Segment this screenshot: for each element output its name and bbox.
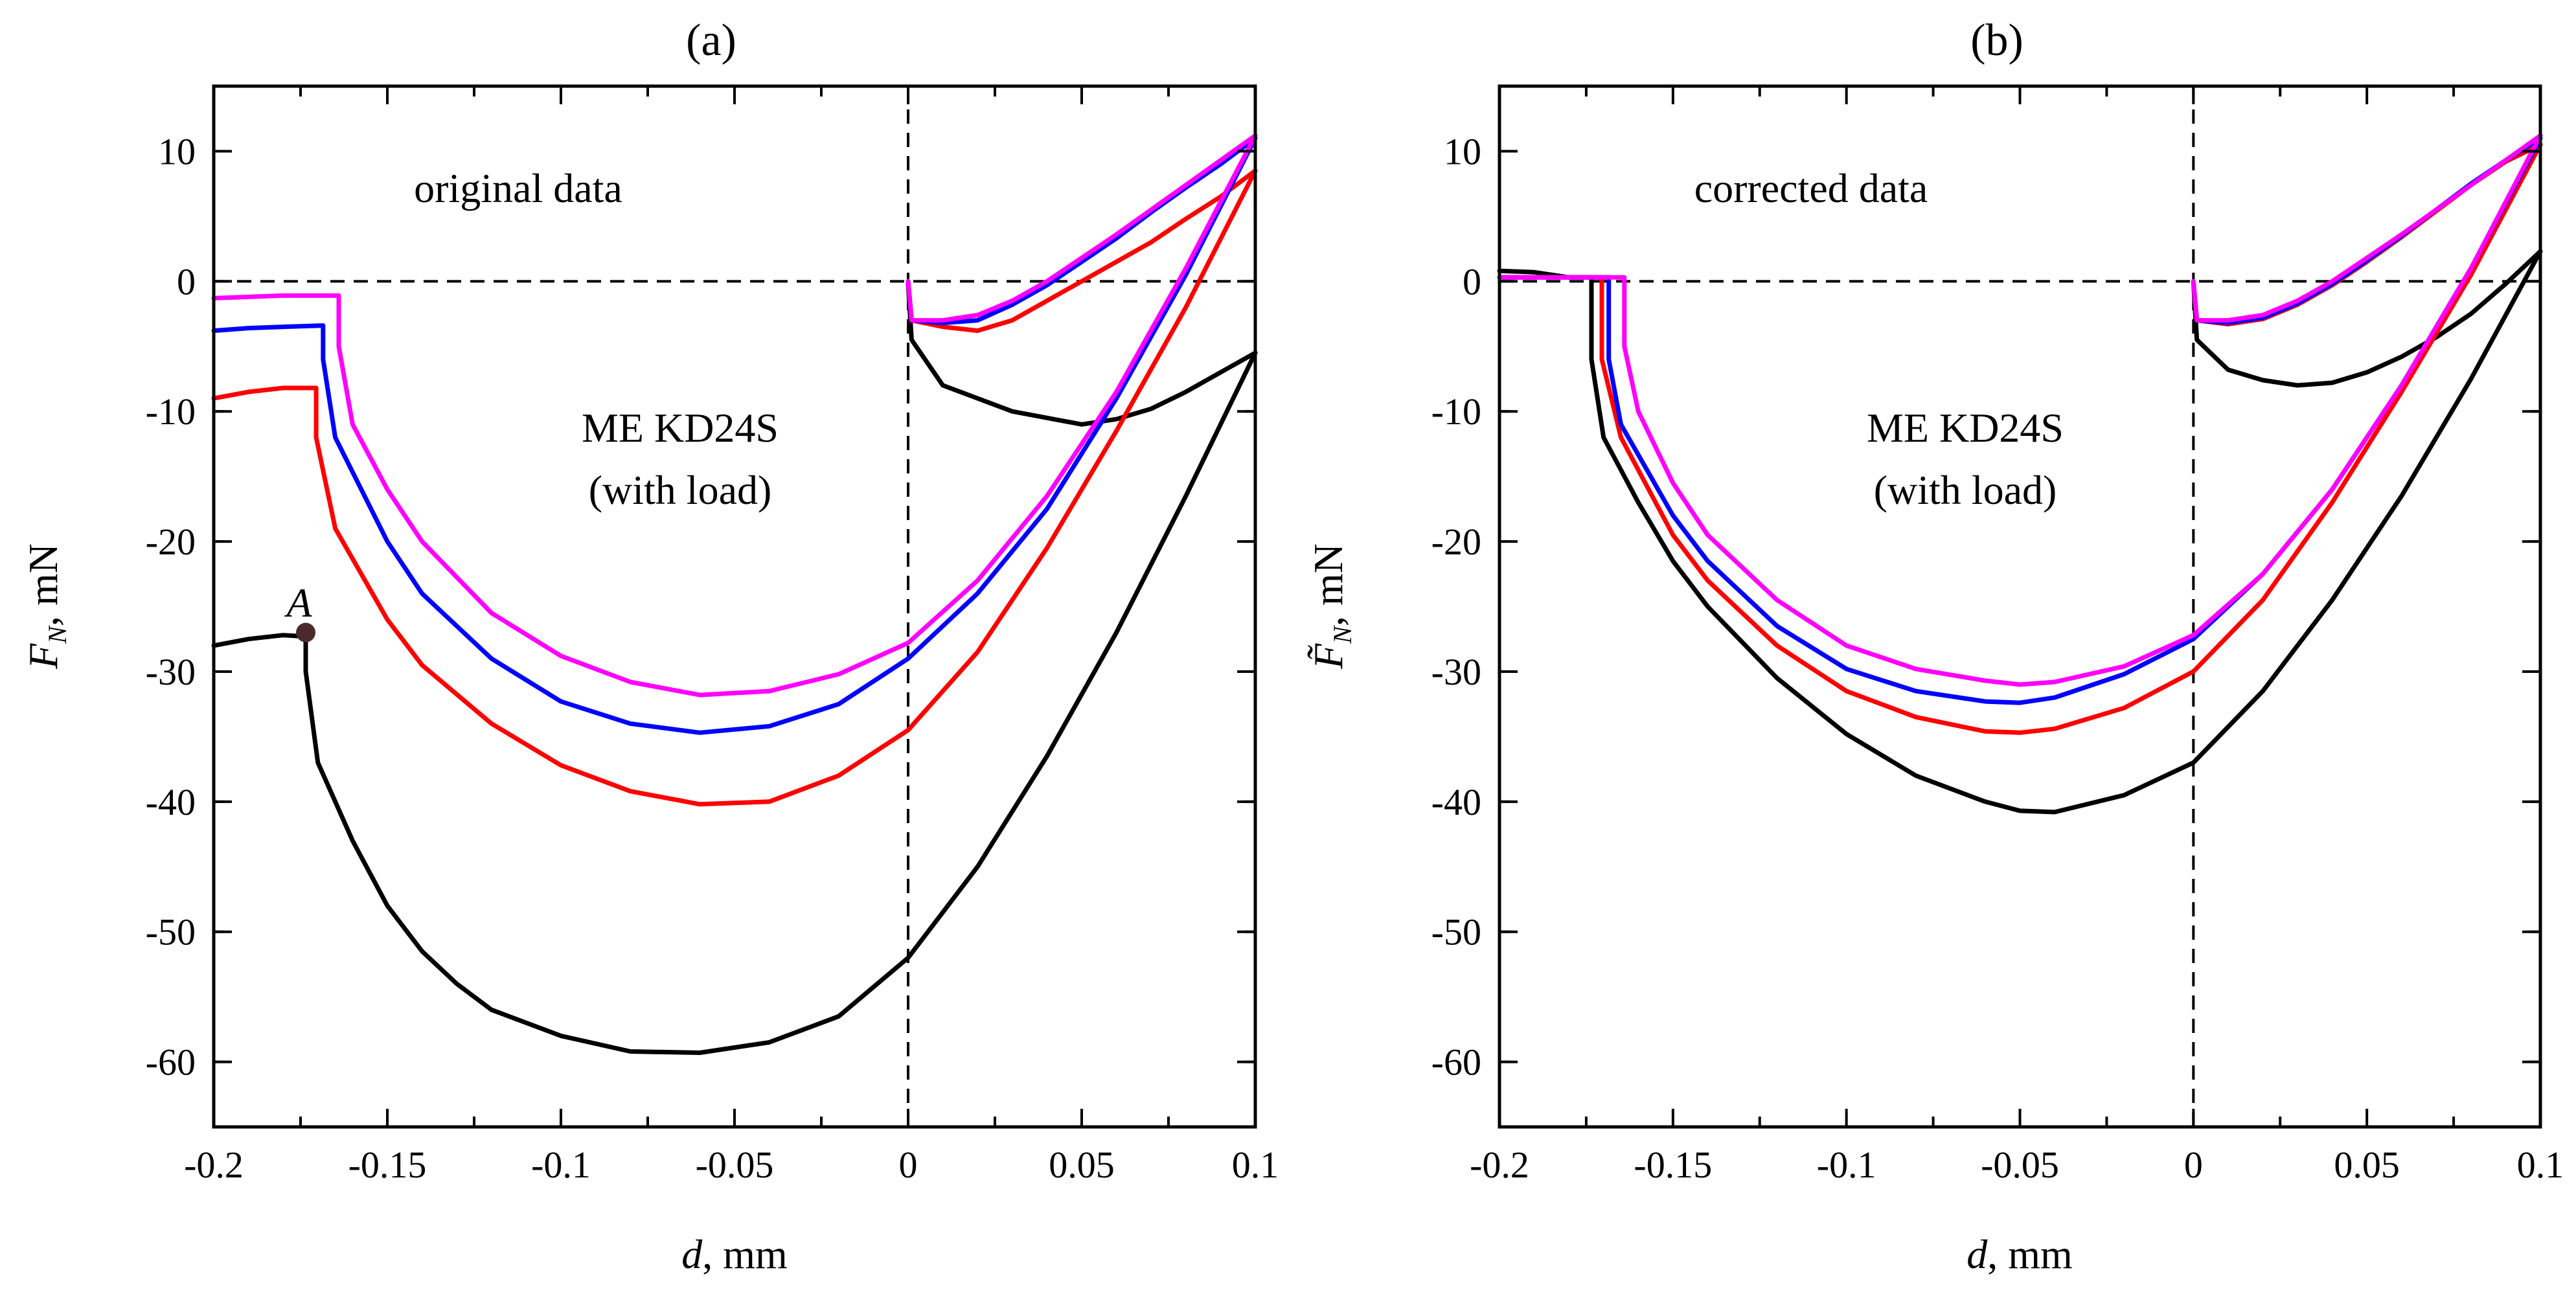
panel-a-x-tick-label: -0.1: [531, 1144, 591, 1186]
panel-a-y-tick-label: 0: [177, 260, 196, 302]
panel-b-series-red-approach: [1497, 142, 2543, 735]
panel-b-y-ticks: 10 0 -10 -20 -30 -40 -50 -60: [1431, 130, 2540, 1084]
panel-b-title: (b): [1970, 16, 2023, 65]
panel-a-y-label-unit: , mN: [20, 543, 66, 626]
panel-a-x-ticks: -0.2 -0.15 -0.1 -0.05 0 0.05 0.1: [184, 86, 1279, 1186]
panel-a-series-magenta-retract: [906, 133, 1258, 323]
panel-b-y-label-sub: N: [1328, 625, 1357, 644]
panel-a-x-tick-label: -0.05: [696, 1144, 774, 1186]
panel-a-series-red-approach: [211, 168, 1258, 807]
panel-a-y-tick-label: -40: [146, 781, 196, 823]
panel-a-annotation-original-data: original data: [414, 165, 622, 211]
panel-b-y-tick-label: -30: [1431, 651, 1481, 693]
panel-a-point-marker: [296, 622, 316, 642]
panel-a-plot-frame: [212, 84, 1257, 1129]
panel-a-reference-lines: [214, 86, 1255, 1127]
panel-b-y-tick-label: -20: [1431, 521, 1481, 563]
panel-b-x-axis-label: d, mm: [1966, 1231, 2073, 1277]
panel-b-series-black-approach: [1497, 249, 2543, 815]
panel-b-plot-frame: [1498, 84, 2542, 1129]
panel-b: (b) -0.2 -0.15 -0.1 -0.05 0 0.05 0.1 10 0 -10 -20…: [1305, 16, 2564, 1277]
panel-a-annotation-sample: ME KD24S: [582, 405, 779, 451]
panel-b-series: [1497, 133, 2543, 815]
panel-b-x-tick-label: 0: [2184, 1144, 2203, 1186]
panel-a-series: [211, 133, 1258, 1055]
panel-a-y-label-var: F: [20, 643, 66, 670]
panel-a-series-red-retract: [906, 168, 1258, 334]
panel-b-x-tick-label: -0.2: [1470, 1144, 1529, 1186]
panel-a-series-blue-approach: [211, 135, 1258, 735]
panel-b-x-label-var: d: [1966, 1231, 1988, 1277]
panel-b-y-label-var: F̃: [1305, 643, 1351, 670]
panel-b-x-tick-label: 0.05: [2334, 1144, 2400, 1186]
panel-a-x-axis-label: d, mm: [681, 1231, 788, 1277]
panel-a-y-ticks: 10 0 -10 -20 -30 -40 -50 -60: [146, 130, 1255, 1084]
panel-b-y-tick-label: -60: [1431, 1041, 1481, 1084]
panel-b-y-label-unit: , mN: [1305, 543, 1351, 626]
panel-b-y-tick-label: -50: [1431, 911, 1481, 953]
panel-b-annotation-sample: ME KD24S: [1867, 405, 2064, 451]
panel-b-annotation-load: (with load): [1874, 467, 2057, 513]
panel-b-series-black-retract: [2191, 249, 2543, 388]
panel-a-annotation-load: (with load): [589, 467, 772, 513]
panel-a-x-tick-label: 0.1: [1232, 1144, 1279, 1186]
panel-b-reference-lines: [1499, 86, 2540, 1127]
panel-b-y-axis-label: F̃N, mN: [1305, 543, 1357, 670]
panel-b-x-ticks: -0.2 -0.15 -0.1 -0.05 0 0.05 0.1: [1470, 86, 2564, 1186]
panel-b-series-magenta-retract: [2191, 133, 2543, 323]
panel-a-point-label: A: [284, 580, 312, 626]
panel-b-annotation-corrected-data: corrected data: [1694, 165, 1928, 211]
panel-a-y-label-sub: N: [43, 625, 72, 644]
panel-a-x-tick-label: -0.2: [184, 1144, 244, 1186]
panel-a-x-tick-label: 0.05: [1049, 1144, 1115, 1186]
panel-a-y-tick-label: -60: [146, 1041, 196, 1084]
panel-b-x-label-unit: , mm: [1987, 1231, 2073, 1277]
panel-b-x-tick-label: 0.1: [2517, 1144, 2564, 1186]
panel-a-y-axis-label: FN, mN: [20, 543, 72, 670]
panel-a-y-tick-label: -10: [146, 391, 196, 433]
panel-b-y-tick-label: 10: [1444, 130, 1481, 172]
panel-a-x-tick-label: 0: [899, 1144, 918, 1186]
panel-a-series-magenta-approach: [211, 133, 1258, 698]
panel-a-y-tick-label: -50: [146, 911, 196, 953]
panel-a-y-tick-label: -30: [146, 651, 196, 693]
panel-a: (a) -0.2 -0.15 -0.1 -0.05 0 0.05 0.1 10 0 -10 -20…: [20, 16, 1279, 1277]
panel-a-x-label-unit: , mm: [702, 1231, 788, 1277]
panel-b-x-tick-label: -0.15: [1634, 1144, 1712, 1186]
panel-a-x-label-var: d: [681, 1231, 703, 1277]
panel-a-series-black-approach: [211, 350, 1258, 1055]
panel-a-title: (a): [686, 16, 736, 65]
panel-b-y-tick-label: -40: [1431, 781, 1481, 823]
panel-b-series-magenta-approach: [1497, 133, 2543, 687]
panel-a-x-tick-label: -0.15: [348, 1144, 427, 1186]
panel-a-y-tick-label: -20: [146, 521, 196, 563]
panel-a-series-black-retract: [906, 281, 1258, 427]
panel-a-y-tick-label: 10: [158, 130, 196, 172]
panel-b-x-tick-label: -0.1: [1817, 1144, 1876, 1186]
panel-b-y-tick-label: -10: [1431, 391, 1481, 433]
panel-b-y-tick-label: 0: [1463, 260, 1481, 302]
panel-b-x-tick-label: -0.05: [1981, 1144, 2059, 1186]
